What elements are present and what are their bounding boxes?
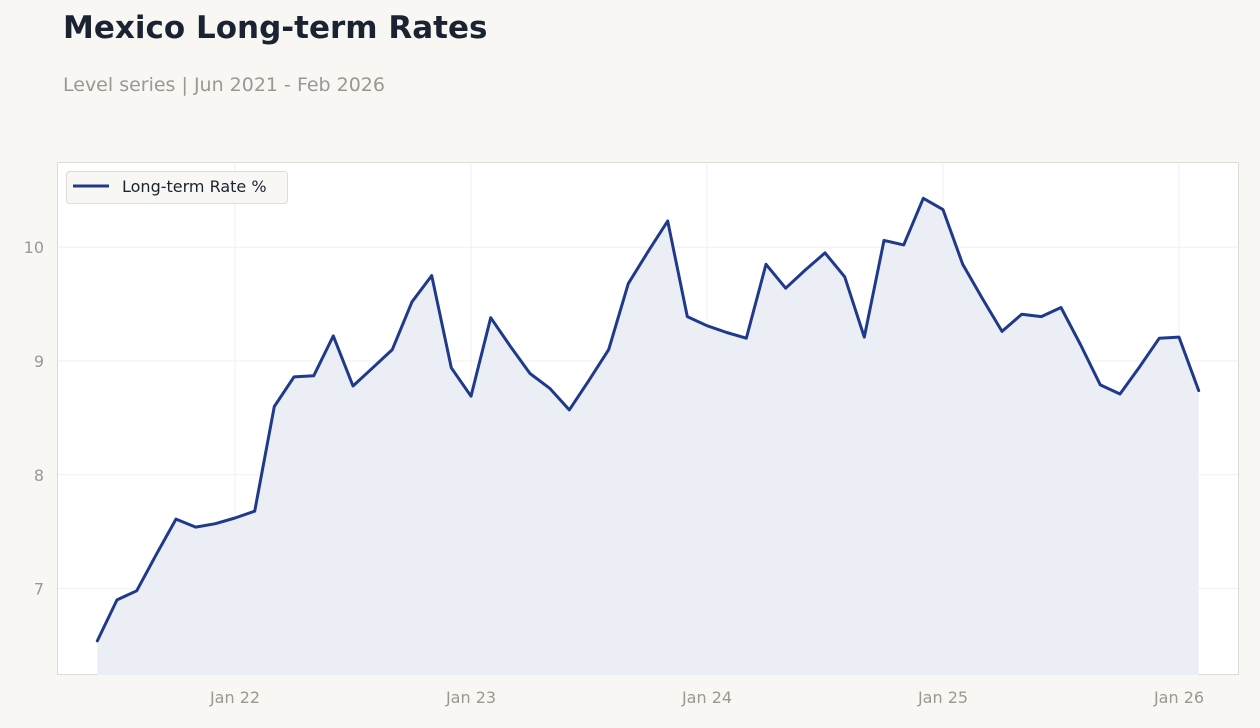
y-tick-label: 7	[34, 580, 44, 599]
data-point	[744, 336, 748, 340]
data-point	[194, 525, 198, 529]
data-point	[528, 371, 532, 375]
data-point	[233, 516, 237, 520]
data-point	[469, 394, 473, 398]
data-point	[1118, 392, 1122, 396]
data-point	[980, 296, 984, 300]
data-point	[607, 348, 611, 352]
data-point	[1039, 315, 1043, 319]
data-point	[489, 316, 493, 320]
data-point	[1079, 343, 1083, 347]
data-point	[430, 274, 434, 278]
y-tick-label: 9	[34, 352, 44, 371]
data-point	[135, 589, 139, 593]
area-fill	[97, 198, 1199, 676]
data-point	[351, 384, 355, 388]
data-point	[154, 552, 158, 556]
data-point	[331, 334, 335, 338]
data-point	[902, 243, 906, 247]
x-tick-label: Jan 24	[681, 688, 732, 707]
chart-subtitle: Level series | Jun 2021 - Feb 2026	[63, 74, 385, 96]
data-point	[1157, 336, 1161, 340]
data-point	[548, 386, 552, 390]
data-point	[1000, 329, 1004, 333]
data-point	[1098, 383, 1102, 387]
data-point	[646, 250, 650, 254]
data-point	[95, 639, 99, 643]
data-point	[921, 196, 925, 200]
x-tick-label: Jan 22	[209, 688, 260, 707]
data-point	[803, 268, 807, 272]
data-point	[764, 262, 768, 266]
data-point	[312, 374, 316, 378]
data-point	[371, 366, 375, 370]
legend-label: Long-term Rate %	[122, 177, 267, 196]
data-point	[862, 335, 866, 339]
data-point	[174, 517, 178, 521]
data-point	[626, 282, 630, 286]
data-point	[390, 348, 394, 352]
data-point	[823, 251, 827, 255]
data-point	[725, 331, 729, 335]
data-point	[115, 598, 119, 602]
data-point	[1059, 305, 1063, 309]
data-point	[961, 262, 965, 266]
y-tick-label: 10	[24, 238, 44, 257]
legend: Long-term Rate %	[66, 171, 288, 204]
data-point	[685, 315, 689, 319]
x-tick-label: Jan 25	[917, 688, 968, 707]
y-tick-label: 8	[34, 466, 44, 485]
legend-box	[66, 171, 288, 204]
data-point	[1197, 389, 1201, 393]
data-point	[1177, 335, 1181, 339]
chart-title: Mexico Long-term Rates	[63, 10, 488, 46]
data-point	[272, 404, 276, 408]
data-point	[213, 522, 217, 526]
data-point	[705, 324, 709, 328]
data-point	[784, 286, 788, 290]
data-point	[1020, 312, 1024, 316]
series-line	[95, 196, 1201, 643]
data-point	[410, 300, 414, 304]
data-point	[508, 344, 512, 348]
data-point	[567, 408, 571, 412]
x-tick-label: Jan 23	[445, 688, 496, 707]
data-point	[587, 378, 591, 382]
data-point	[1138, 365, 1142, 369]
data-point	[449, 366, 453, 370]
x-tick-label: Jan 26	[1153, 688, 1204, 707]
data-point	[292, 375, 296, 379]
data-point	[253, 509, 257, 513]
y-axis-ticks: 7 8 9 10	[24, 238, 44, 598]
x-axis-ticks: Jan 22 Jan 23 Jan 24 Jan 25 Jan 26	[209, 688, 1204, 707]
data-point	[843, 275, 847, 279]
data-point	[666, 219, 670, 223]
data-point	[882, 238, 886, 242]
data-point	[941, 208, 945, 212]
